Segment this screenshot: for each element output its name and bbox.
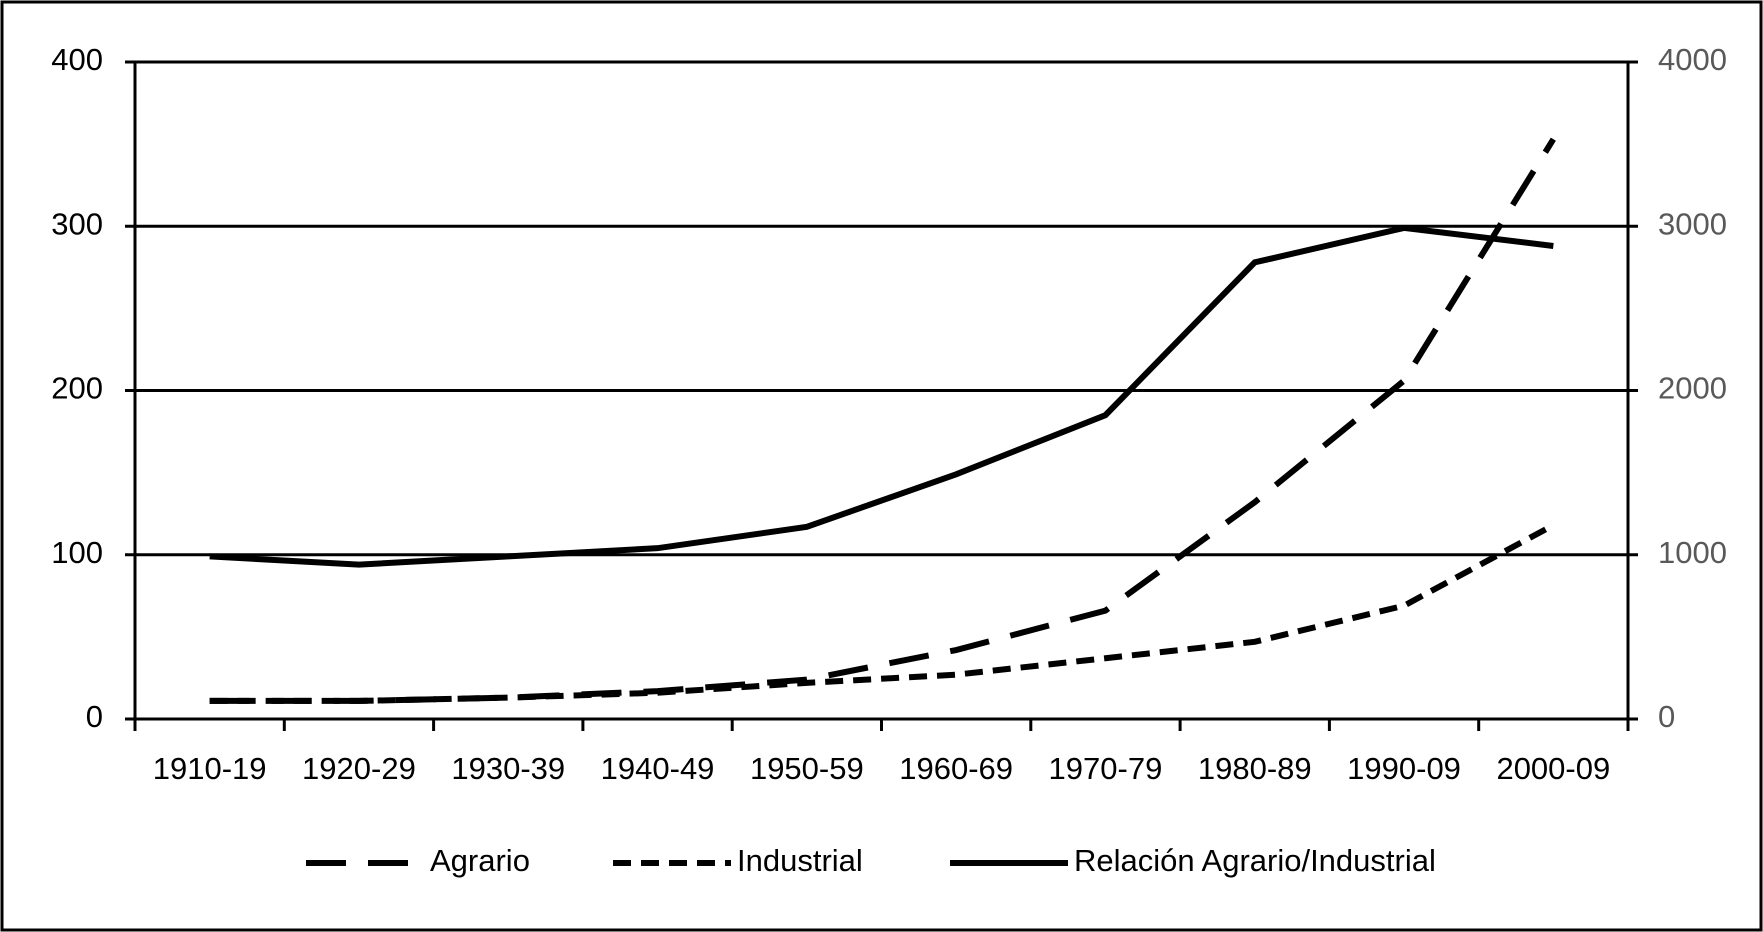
x-tick-label: 1940-49 <box>601 751 715 786</box>
x-tick-label: 1970-79 <box>1049 751 1163 786</box>
legend-label: Relación Agrario/Industrial <box>1074 843 1436 878</box>
x-tick-label: 1910-19 <box>153 751 267 786</box>
y-tick-label: 0 <box>86 699 103 734</box>
x-tick-label: 1950-59 <box>750 751 864 786</box>
x-tick-label: 1920-29 <box>302 751 416 786</box>
y2-tick-label: 3000 <box>1658 206 1727 241</box>
x-tick-label: 2000-09 <box>1496 751 1610 786</box>
y-tick-label: 300 <box>51 206 103 241</box>
legend-label: Industrial <box>737 843 863 878</box>
y-tick-label: 400 <box>51 42 103 77</box>
y-tick-label: 200 <box>51 371 103 406</box>
series-line <box>209 137 1556 704</box>
series-line <box>209 224 1554 568</box>
legend-label: Agrario <box>430 843 530 878</box>
y2-tick-label: 2000 <box>1658 371 1727 406</box>
y2-tick-label: 0 <box>1658 699 1675 734</box>
series-line <box>209 522 1555 704</box>
x-tick-label: 1990-09 <box>1347 751 1461 786</box>
y2-tick-label: 4000 <box>1658 42 1727 77</box>
x-tick-label: 1980-89 <box>1198 751 1312 786</box>
y2-tick-label: 1000 <box>1658 535 1727 570</box>
y-tick-label: 100 <box>51 535 103 570</box>
x-tick-label: 1930-39 <box>451 751 565 786</box>
x-tick-label: 1960-69 <box>899 751 1013 786</box>
